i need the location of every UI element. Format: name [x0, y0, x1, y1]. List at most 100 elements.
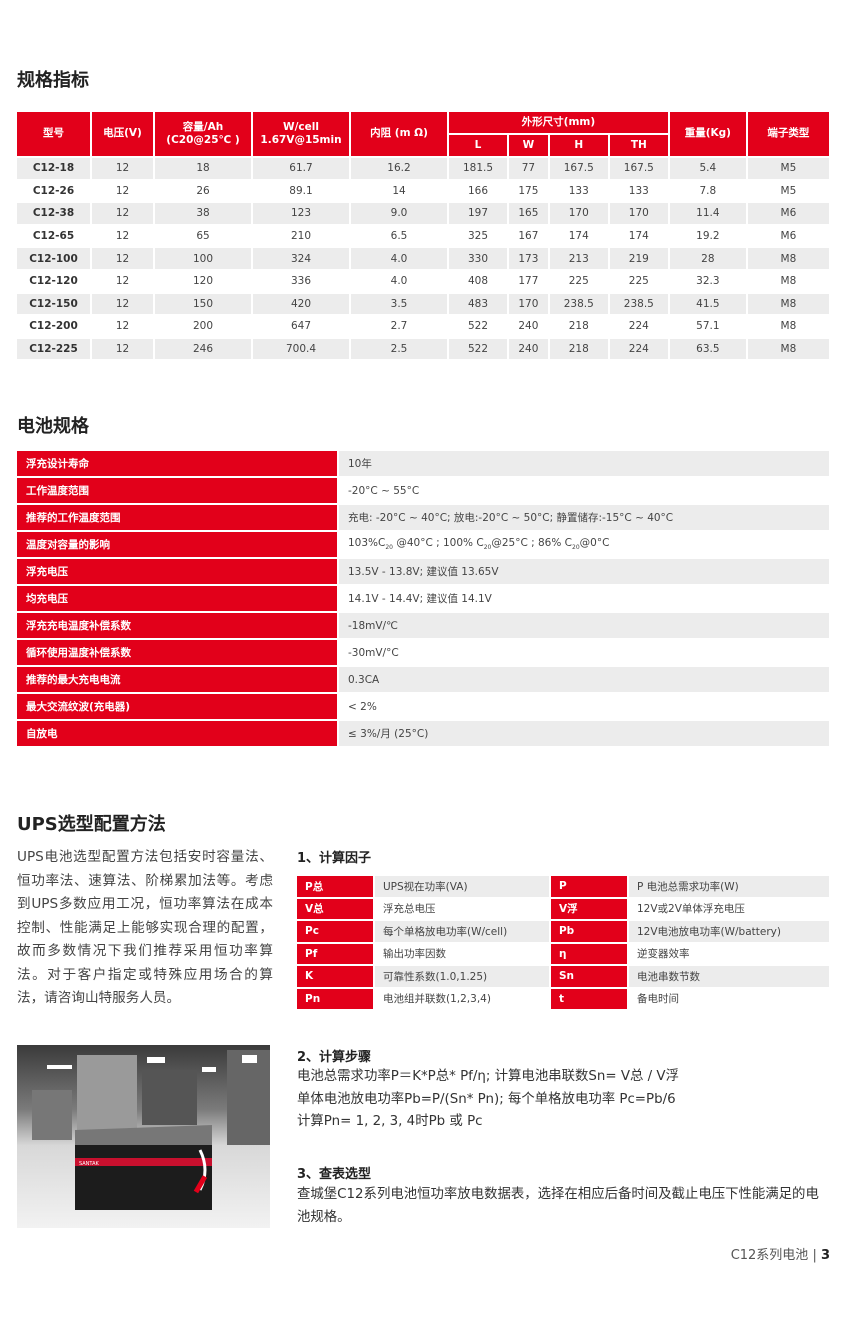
- battery-spec-title: 电池规格: [17, 416, 89, 437]
- table-cell: C12-120: [29, 275, 78, 288]
- table-cell: 12: [92, 338, 153, 360]
- series-label: C12系列电池 |: [730, 1248, 821, 1263]
- table-cell: 166: [468, 184, 489, 197]
- battery-illustration: SANTAK: [32, 1050, 270, 1210]
- step2-title: 2、计算步骤: [297, 1050, 372, 1065]
- battery-spec-table: 浮充设计寿命 10年 工作温度范围 -20°C ~ 55°C 推荐的工作温度范围 充电: …: [15, 449, 831, 748]
- factor-symbol: t: [550, 988, 627, 1009]
- table-cell: M8: [780, 275, 797, 288]
- table-cell: 133: [628, 184, 649, 197]
- table-cell: 325: [468, 230, 489, 243]
- table-cell: M8: [747, 338, 829, 360]
- table-cell: 197: [449, 203, 508, 224]
- spec-label: 浮充电压: [17, 559, 337, 584]
- table-cell: 3.5: [351, 293, 447, 315]
- table-row: C12-150 12 150 420 3.5 483 170 238.5 238.5 41.5 M8: [17, 293, 829, 315]
- spec-row: 浮充设计寿命 10年: [17, 451, 829, 476]
- spec-label: 温度对容量的影响: [17, 532, 337, 557]
- factor-row: Pn 电池组并联数(1,2,3,4) t 备电时间: [297, 988, 829, 1009]
- factor-symbol: Pf: [297, 943, 373, 964]
- table-cell: 18: [155, 158, 251, 179]
- table-cell: 170: [609, 203, 668, 224]
- table-cell: 100: [155, 248, 251, 269]
- table-cell: 200: [192, 320, 214, 333]
- factor-description: 每个单格放电功率(W/cell): [375, 921, 549, 942]
- factor-row: V总 浮充总电压 V浮 12V或2V单体浮充电压: [297, 898, 829, 919]
- table-cell: 170: [549, 203, 608, 224]
- table-cell: C12-225: [17, 338, 90, 360]
- table-row: C12-18 12 18 61.7 16.2 181.5 77 167.5 167.5 5.4 M5: [17, 158, 829, 179]
- table-cell: C12-18: [17, 158, 90, 179]
- table-cell: 9.0: [351, 203, 447, 224]
- table-cell: 522: [468, 320, 489, 333]
- col-H: H: [549, 135, 608, 156]
- table-row: C12-38 12 38 123 9.0 197 165 170 170 11.4 M6: [17, 203, 829, 224]
- table-cell: 225: [628, 275, 649, 288]
- spec-label: 推荐的最大充电电流: [17, 667, 337, 692]
- table-cell: 336: [290, 275, 312, 288]
- table-cell: 213: [549, 248, 608, 269]
- col-TH: TH: [609, 135, 668, 156]
- factor-symbol: Sn: [550, 966, 627, 987]
- spec-value: 103%C20 @40°C ; 100% C20@25°C ; 86% C20@…: [339, 532, 829, 557]
- table-row: C12-225 12 246 700.4 2.5 522 240 218 224 63.5 M8: [17, 338, 829, 360]
- brand-logo: SANTAK: [79, 1161, 100, 1167]
- table-cell: 240: [518, 320, 539, 333]
- spec-label: 浮充充电温度补偿系数: [17, 613, 337, 638]
- table-cell: 41.5: [669, 293, 746, 315]
- table-row: C12-200 12 200 647 2.7 522 240 218 224 57.1 M8: [17, 316, 829, 337]
- spec-row: 推荐的工作温度范围 充电: -20°C ~ 40°C; 放电:-20°C ~ 50…: [17, 505, 829, 530]
- step1-title: 1、计算因子: [297, 851, 372, 866]
- table-cell: M8: [780, 320, 797, 333]
- table-cell: 246: [155, 338, 251, 360]
- table-cell: 408: [468, 275, 489, 288]
- table-cell: 14: [392, 184, 406, 197]
- table-cell: 16.2: [351, 158, 447, 179]
- spec-value: 13.5V - 13.8V; 建议值 13.65V: [339, 559, 829, 584]
- spec-value: -30mV/°C: [348, 646, 399, 659]
- factor-symbol: η: [550, 943, 627, 964]
- table-cell: 12: [92, 293, 153, 315]
- factor-row: K 可靠性系数(1.0,1.25) Sn 电池串数节数: [297, 966, 829, 987]
- table-cell: 167.5: [549, 158, 608, 179]
- table-cell: 181.5: [449, 158, 508, 179]
- table-cell: 19.2: [696, 230, 720, 243]
- table-cell: 38: [155, 203, 251, 224]
- table-cell: 28: [669, 248, 746, 269]
- factor-description: UPS视在功率(VA): [375, 876, 549, 897]
- step2-line: 电池总需求功率P＝K*P总* Pf/η; 计算电池串联数Sn= V总 / V浮: [297, 1069, 679, 1084]
- factor-symbol: K: [297, 966, 373, 987]
- table-cell: 218: [549, 338, 608, 360]
- table-cell: 89.1: [289, 184, 313, 197]
- step2-line: 计算Pn= 1, 2, 3, 4时Pb 或 Pc: [297, 1114, 483, 1129]
- table-cell: 5.4: [669, 158, 746, 179]
- factor-description: 浮充总电压: [375, 898, 549, 919]
- page-footer: C12系列电池 | 3: [731, 1244, 830, 1263]
- table-cell: 647: [290, 320, 312, 333]
- table-cell: 240: [509, 338, 548, 360]
- factor-symbol: P: [550, 876, 627, 897]
- table-cell: 174: [568, 230, 589, 243]
- col-W: W: [509, 135, 548, 156]
- factor-description: P 电池总需求功率(W): [628, 876, 829, 897]
- subscript: 20: [572, 544, 580, 552]
- table-cell: 123: [253, 203, 349, 224]
- col-wcell: W/cell 1.67V@15min: [253, 112, 349, 156]
- table-cell: 32.3: [696, 275, 720, 288]
- factor-table: P总 UPS视在功率(VA) P P 电池总需求功率(W) V总 浮充总电压 V浮 12V或2…: [295, 874, 831, 1011]
- ups-paragraph: UPS电池选型配置方法包括安时容量法、恒功率法、速算法、阶梯累加法等。考虑到UP…: [17, 849, 273, 1006]
- factor-symbol: Pc: [297, 921, 373, 942]
- table-cell: 26: [196, 184, 210, 197]
- table-cell: 65: [196, 230, 210, 243]
- factor-description: 电池串数节数: [628, 966, 829, 987]
- table-cell: 150: [155, 293, 251, 315]
- battery-photo: SANTAK: [17, 1045, 270, 1228]
- table-cell: 77: [509, 158, 548, 179]
- table-cell: 12: [115, 230, 130, 243]
- table-cell: 12: [92, 158, 153, 179]
- spec-value: < 2%: [348, 700, 377, 713]
- table-cell: 165: [509, 203, 548, 224]
- table-cell: 63.5: [669, 338, 746, 360]
- text-part: @0°C: [579, 537, 610, 550]
- step2-lines: 电池总需求功率P＝K*P总* Pf/η; 计算电池串联数Sn= V总 / V浮 …: [297, 1066, 832, 1134]
